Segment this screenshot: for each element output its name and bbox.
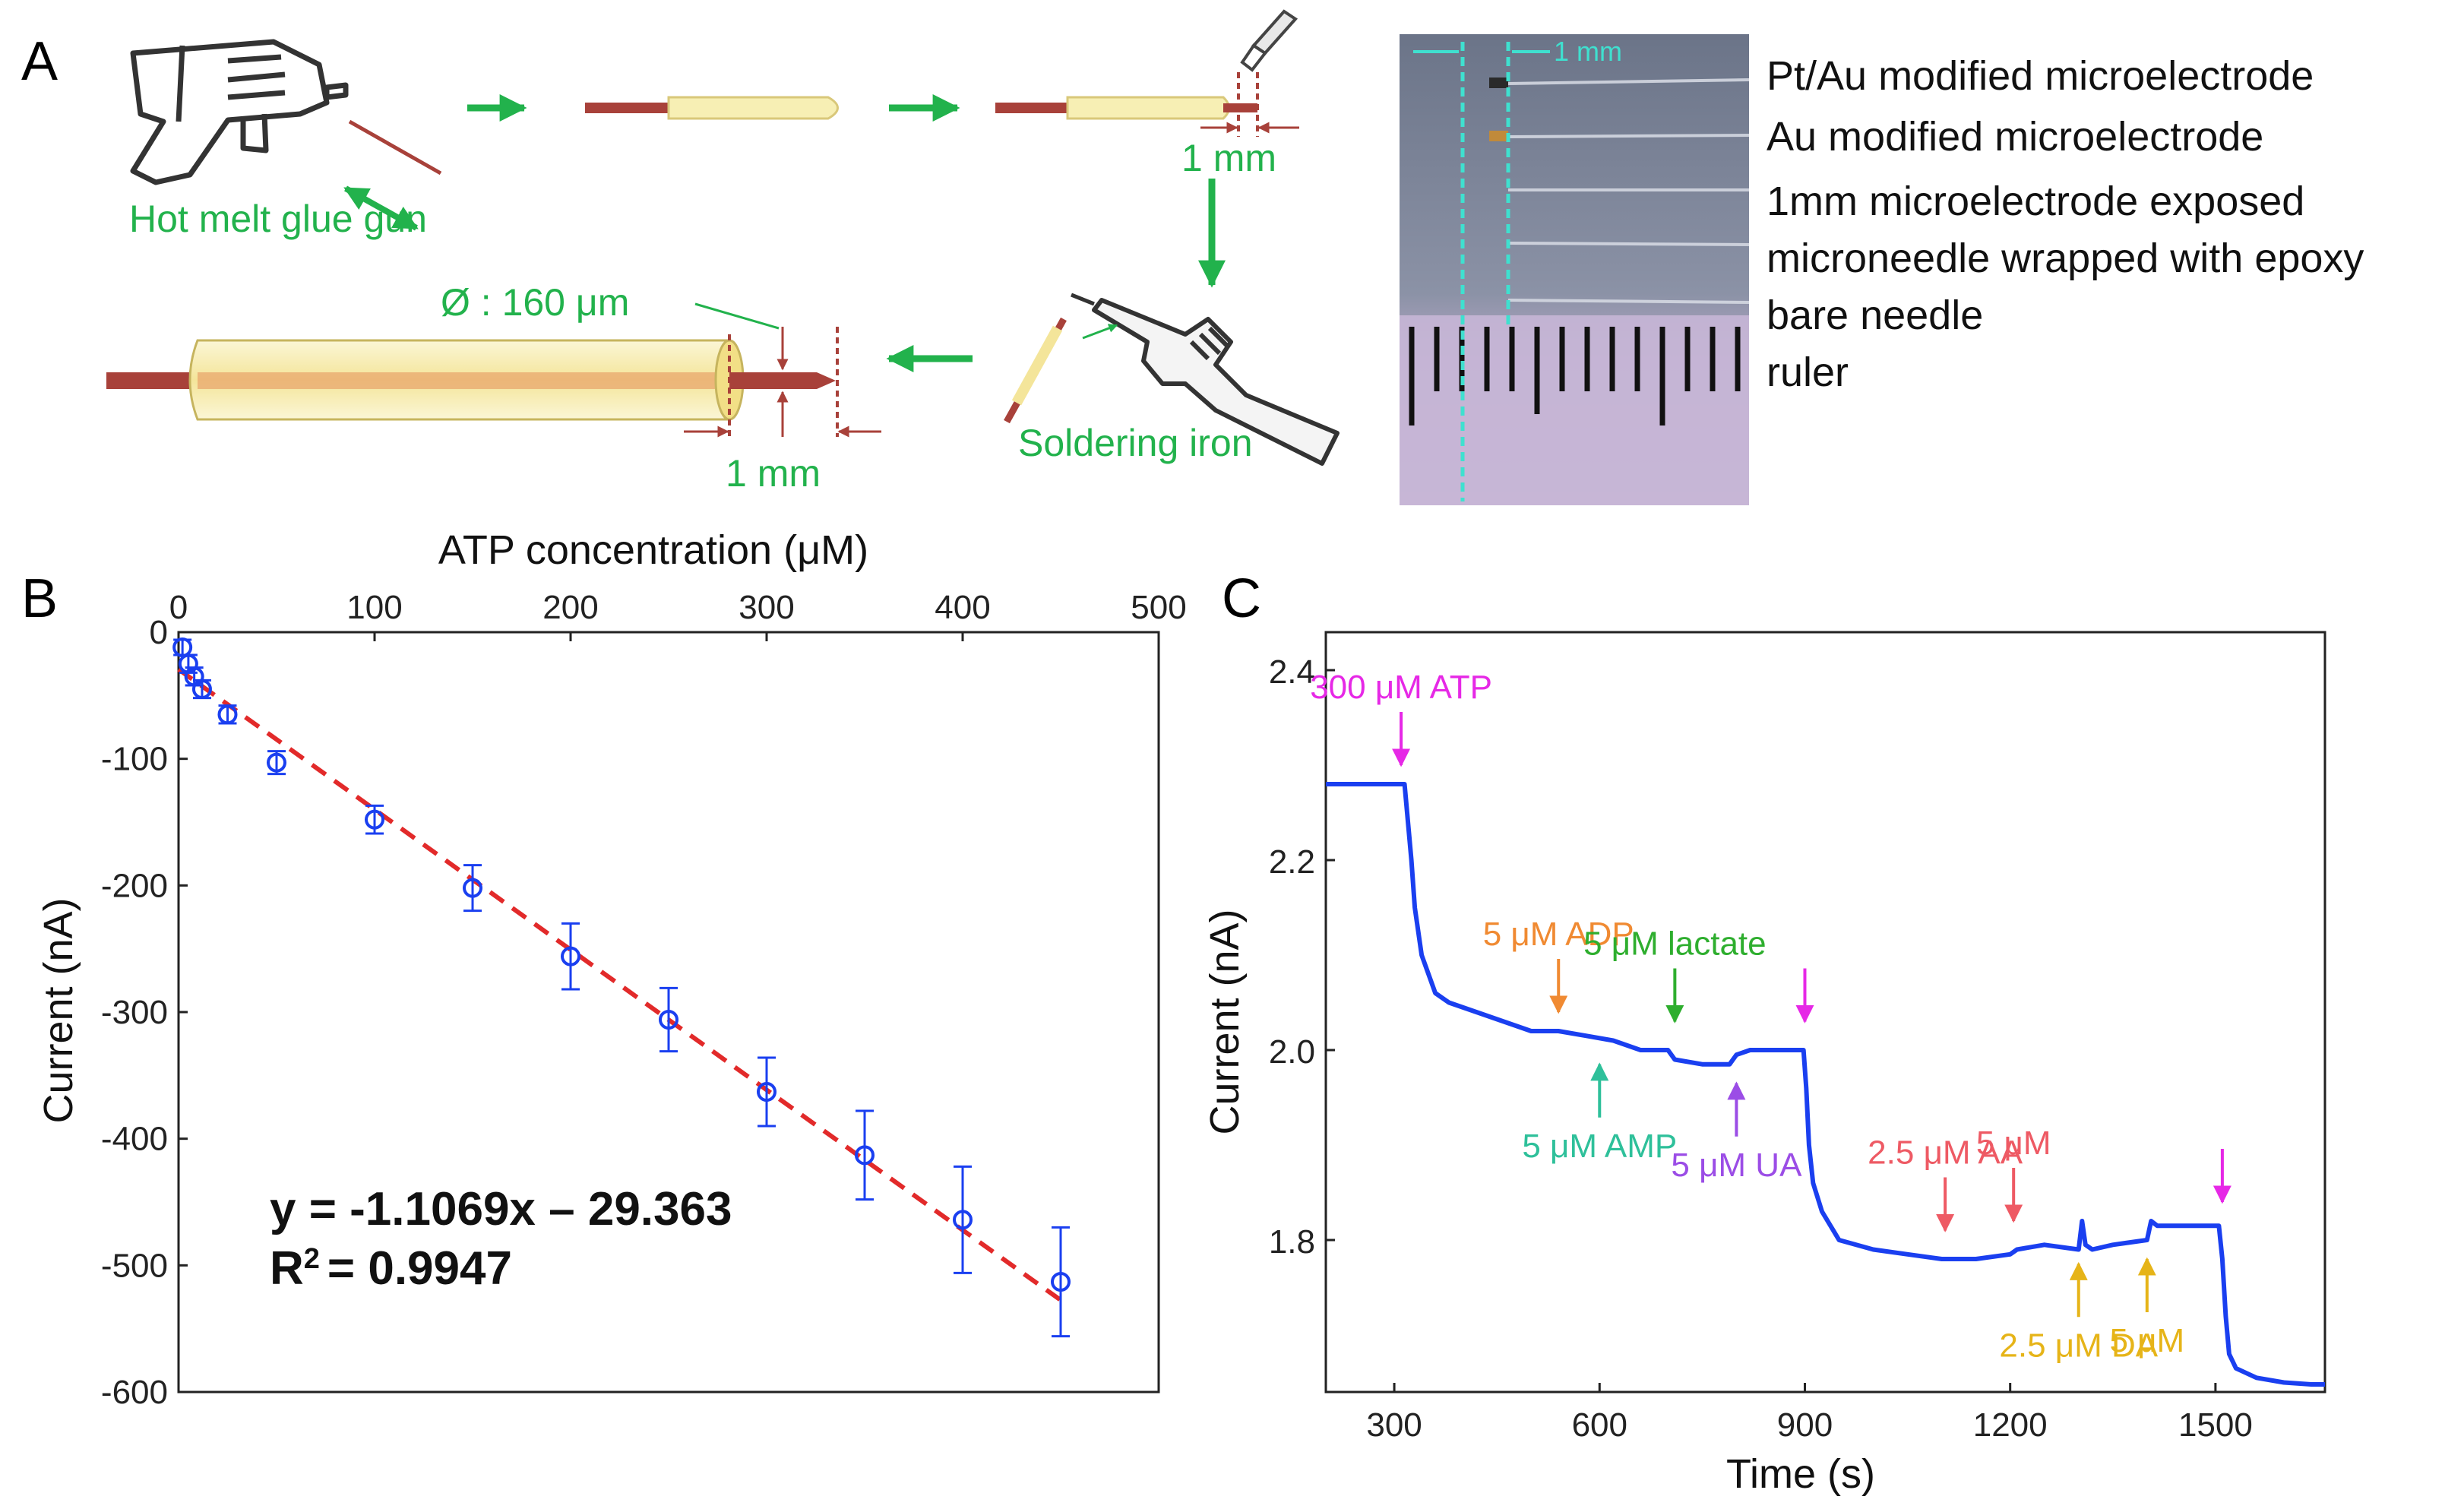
photo-scale-label: 1 mm xyxy=(1554,36,1622,67)
y-tick-label: 2.4 xyxy=(1269,653,1315,691)
mm-label-bottom: 1 mm xyxy=(726,452,821,495)
data-point xyxy=(561,946,580,966)
annotation: 2.5 μM DA xyxy=(1999,1261,2159,1364)
x-axis-label: ATP concentration (μM) xyxy=(438,527,868,573)
data-point xyxy=(191,679,212,699)
data-point xyxy=(757,1082,777,1102)
annotation: 300 μM ATP xyxy=(1310,669,1492,767)
y-tick-label: 2.0 xyxy=(1269,1033,1315,1071)
data-point xyxy=(855,1145,875,1166)
panel-a: A Hot melt glue gun xyxy=(21,9,2364,505)
annotation-label: 5 μM UA xyxy=(1671,1147,1802,1184)
soldering-label: Soldering iron xyxy=(1018,422,1253,464)
iron-pointer-arrow xyxy=(1082,324,1118,340)
annotation-label: 300 μM ATP xyxy=(1310,669,1492,706)
data-point xyxy=(217,704,238,725)
r-squared-value: = 0.9947 xyxy=(327,1242,512,1295)
small-needle-icon xyxy=(1004,317,1067,424)
legend-item: Au modified microelectrode xyxy=(1767,114,2263,160)
x-tick-label: 1500 xyxy=(2178,1406,2253,1444)
data-point xyxy=(953,1210,973,1230)
x-tick-label: 600 xyxy=(1572,1406,1627,1444)
photo-legend: Pt/Au modified microelectrode Au modifie… xyxy=(1767,53,2364,395)
y-tick-label: -500 xyxy=(101,1247,168,1284)
annotation: 5 μM lactate xyxy=(1583,925,1767,1023)
y-tick-label: -200 xyxy=(101,867,168,904)
annotation: 5 μM xyxy=(2109,1257,2184,1359)
panel-c: C Time (s) Current (nA) 300 600 900 1200 150… xyxy=(1202,568,2326,1497)
coated-needle-1 xyxy=(585,96,839,120)
annotation-label: 5 μM ADP xyxy=(1483,916,1634,953)
y-tick-label: 0 xyxy=(150,614,168,651)
data-point xyxy=(659,1010,678,1030)
data-point xyxy=(365,809,384,830)
x-tick-label: 300 xyxy=(1366,1406,1422,1444)
x-tick-label: 1200 xyxy=(1973,1406,2048,1444)
annotation-label: 5 μM xyxy=(2109,1322,2184,1359)
legend-item: 1mm microelectrode exposed xyxy=(1767,179,2304,224)
wire-icon xyxy=(348,119,442,176)
annotation-label: 2.5 μM AA xyxy=(1868,1134,2023,1172)
legend-item: ruler xyxy=(1767,350,1849,395)
y-tick-label: -100 xyxy=(101,741,168,778)
annotation-label: 5 μM AMP xyxy=(1522,1128,1677,1165)
x-tick-label: 300 xyxy=(739,589,794,626)
fit-line xyxy=(177,667,1062,1302)
fit-equation: y = -1.1069x – 29.363 xyxy=(270,1183,732,1235)
mm-label-top: 1 mm xyxy=(1181,137,1276,179)
data-point xyxy=(463,878,482,898)
scalpel-icon xyxy=(1240,9,1298,72)
y-axis-label: Current (nA) xyxy=(36,897,81,1123)
annotation: 5 μM ADP xyxy=(1483,916,1634,1014)
glue-gun-icon xyxy=(130,39,349,185)
r-squared-label: R xyxy=(270,1242,304,1295)
microelectrode-photo: 1 mm xyxy=(1400,34,1750,505)
annotation-label: 5 μM xyxy=(1976,1125,2051,1162)
r-squared-superscript: 2 xyxy=(304,1243,320,1275)
final-needle xyxy=(106,339,836,421)
insert-arrow xyxy=(343,185,419,231)
annotation: 5 μM AMP xyxy=(1522,1062,1677,1165)
y-tick-label: -400 xyxy=(101,1121,168,1158)
x-tick-label: 0 xyxy=(169,589,188,626)
y-tick-label: -300 xyxy=(101,994,168,1031)
soldering-iron-icon xyxy=(1071,293,1340,466)
y-tick-label: 1.8 xyxy=(1269,1223,1315,1261)
x-tick-label: 900 xyxy=(1777,1406,1833,1444)
glue-gun-label: Hot melt glue gun xyxy=(129,198,427,240)
legend-item: Pt/Au modified microelectrode xyxy=(1767,53,2314,99)
x-tick-label: 100 xyxy=(346,589,402,626)
annotation: 2.5 μM AA xyxy=(1868,1134,2023,1232)
diameter-label: Ø : 160 μm xyxy=(441,281,629,324)
annotation-label: 2.5 μM DA xyxy=(1999,1327,2158,1364)
plot-frame xyxy=(1324,631,2326,1394)
y-tick-label: 2.2 xyxy=(1269,843,1315,881)
panel-c-label: C xyxy=(1222,568,1261,629)
y-axis-label: Current (nA) xyxy=(1202,909,1248,1134)
y-tick-label: -600 xyxy=(101,1374,168,1411)
panel-b-label: B xyxy=(21,568,58,629)
x-tick-label: 400 xyxy=(935,589,990,626)
data-point xyxy=(1051,1272,1071,1292)
annotation-label: 5 μM lactate xyxy=(1583,925,1767,963)
panel-a-label: A xyxy=(21,31,58,92)
x-tick-label: 500 xyxy=(1131,589,1186,626)
series-line-current xyxy=(1326,782,2325,1387)
coated-needle-2 xyxy=(995,96,1257,120)
legend-item: microneedle wrapped with epoxy xyxy=(1767,236,2364,281)
data-point xyxy=(267,752,286,773)
panel-b: B ATP concentration (μM) Current (nA) 0 1… xyxy=(21,527,1187,1411)
annotation: 5 μM UA xyxy=(1671,1081,1802,1184)
x-axis-label: Time (s) xyxy=(1726,1451,1875,1497)
annotation: 5 μM xyxy=(1976,1125,2051,1223)
legend-item: bare needle xyxy=(1767,293,1983,338)
diameter-leader xyxy=(694,302,780,330)
x-tick-label: 200 xyxy=(542,589,598,626)
r-squared: R2 = 0.9947 xyxy=(270,1242,512,1295)
